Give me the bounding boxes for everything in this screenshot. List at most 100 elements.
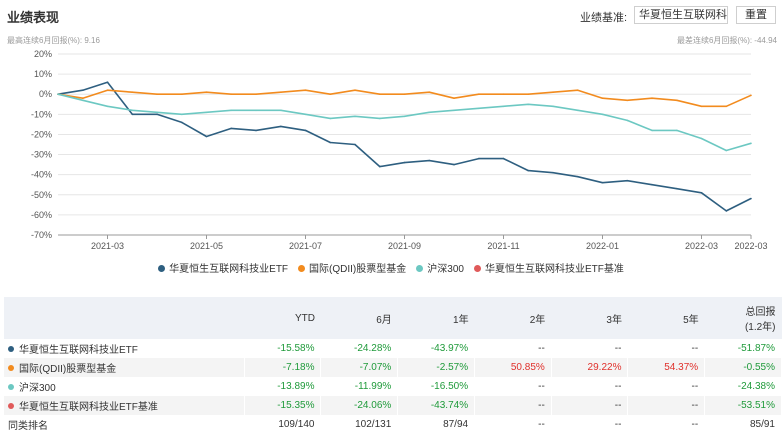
series-line-1	[57, 89, 752, 108]
table-cell: --	[551, 377, 629, 396]
data-point	[527, 103, 530, 106]
data-point	[280, 109, 282, 112]
data-point	[131, 109, 134, 112]
data-point	[626, 99, 629, 102]
table-cell: --	[627, 396, 706, 415]
y-tick-label: 0%	[39, 89, 52, 99]
row-dot-icon	[8, 365, 14, 372]
data-point	[156, 93, 158, 95]
data-point	[304, 89, 307, 91]
data-point	[329, 117, 332, 120]
legend-dot-icon	[158, 264, 166, 272]
data-point	[626, 119, 629, 122]
row-name: 华夏恒生互联网科技业ETF基准	[4, 396, 245, 415]
column-header: 5年	[627, 297, 705, 339]
table-cell: 109/140	[244, 415, 322, 434]
data-point	[131, 113, 134, 116]
data-point	[329, 93, 332, 95]
column-header: YTD	[244, 297, 321, 339]
data-point	[577, 175, 579, 178]
benchmark-select[interactable]: 华夏恒生互联网科	[634, 6, 728, 24]
data-point	[255, 109, 257, 112]
table-cell: -51.87%	[704, 339, 782, 358]
data-point	[403, 115, 406, 118]
reset-button[interactable]: 重置	[736, 6, 776, 24]
table-cell: --	[474, 415, 552, 434]
data-point	[700, 192, 703, 194]
legend-label: 国际(QDII)股票型基金	[309, 264, 407, 275]
table-body: 华夏恒生互联网科技业ETF -15.58% -24.28% -43.97% -- -- --…	[4, 339, 782, 434]
table-cell: --	[627, 415, 706, 434]
data-point	[552, 105, 554, 108]
data-point	[676, 99, 678, 102]
data-point	[156, 111, 158, 114]
table-cell: -16.50%	[397, 377, 476, 396]
data-point	[626, 179, 629, 182]
data-point	[601, 113, 604, 116]
legend-label: 沪深300	[427, 264, 464, 275]
data-point	[502, 93, 505, 95]
data-point	[255, 93, 257, 95]
table-cell: 87/94	[397, 415, 476, 434]
data-point	[230, 127, 233, 130]
data-point	[651, 183, 653, 186]
data-point	[106, 89, 109, 91]
table-cell: --	[474, 339, 552, 358]
data-point	[181, 121, 183, 124]
data-point	[725, 210, 728, 212]
table-cell: 54.37%	[627, 358, 706, 377]
column-header: 总回报 (1.2年)	[704, 297, 782, 339]
y-tick-label: -50%	[31, 190, 52, 200]
table-cell: -24.38%	[704, 377, 782, 396]
data-point	[651, 129, 653, 132]
legend-item[interactable]: 华夏恒生互联网科技业ETF	[158, 260, 288, 275]
table-cell: 29.22%	[551, 358, 629, 377]
table-cell: -7.07%	[320, 358, 399, 377]
table-cell: -2.57%	[397, 358, 476, 377]
series-line-0	[57, 81, 752, 212]
table-cell: --	[627, 377, 706, 396]
legend-item[interactable]: 沪深300	[416, 260, 464, 275]
data-point	[750, 197, 752, 200]
row-name: 沪深300	[4, 377, 245, 396]
data-point	[280, 125, 282, 128]
data-point	[106, 105, 109, 108]
data-point	[205, 135, 208, 138]
y-tick-label: -10%	[31, 109, 52, 119]
data-point	[601, 181, 604, 184]
column-header	[4, 297, 245, 339]
legend-item[interactable]: 国际(QDII)股票型基金	[298, 260, 406, 275]
table-row: 华夏恒生互联网科技业ETF -15.58% -24.28% -43.97% -- -- --…	[4, 339, 782, 358]
data-point	[502, 105, 505, 108]
data-point	[478, 157, 480, 160]
data-point	[82, 97, 84, 99]
y-tick-label: -70%	[31, 230, 52, 240]
data-point	[676, 129, 678, 132]
table-cell: -53.51%	[704, 396, 782, 415]
table-row: 国际(QDII)股票型基金 -7.18% -7.07% -2.57% 50.85% 29.…	[4, 358, 782, 377]
data-point	[601, 97, 604, 99]
page-title: 业绩表现	[7, 10, 60, 25]
table-cell: -15.58%	[244, 339, 322, 358]
performance-table: YTD 6月 1年 2年 3年 5年 总回报 (1.2年) 华夏恒生互联网科技业ETF -15.…	[4, 297, 782, 434]
legend-dot-icon	[473, 264, 481, 272]
x-tick-label: 2022-03	[685, 241, 718, 251]
table-cell: --	[551, 339, 629, 358]
data-point	[131, 91, 134, 93]
data-point	[354, 89, 356, 91]
table-cell: -43.74%	[397, 396, 476, 415]
data-point	[428, 111, 431, 114]
legend-item[interactable]: 华夏恒生互联网科技业ETF基准	[473, 260, 624, 275]
data-point	[379, 165, 381, 168]
table-cell: --	[551, 415, 629, 434]
data-point	[403, 161, 406, 164]
data-point	[651, 97, 653, 99]
series-line-2	[57, 93, 752, 152]
data-point	[379, 117, 381, 120]
x-tick-label: 2021-07	[289, 241, 322, 251]
data-point	[230, 109, 233, 112]
data-point	[82, 99, 84, 102]
data-point	[552, 91, 554, 93]
data-point	[502, 157, 505, 160]
data-point	[82, 89, 84, 91]
